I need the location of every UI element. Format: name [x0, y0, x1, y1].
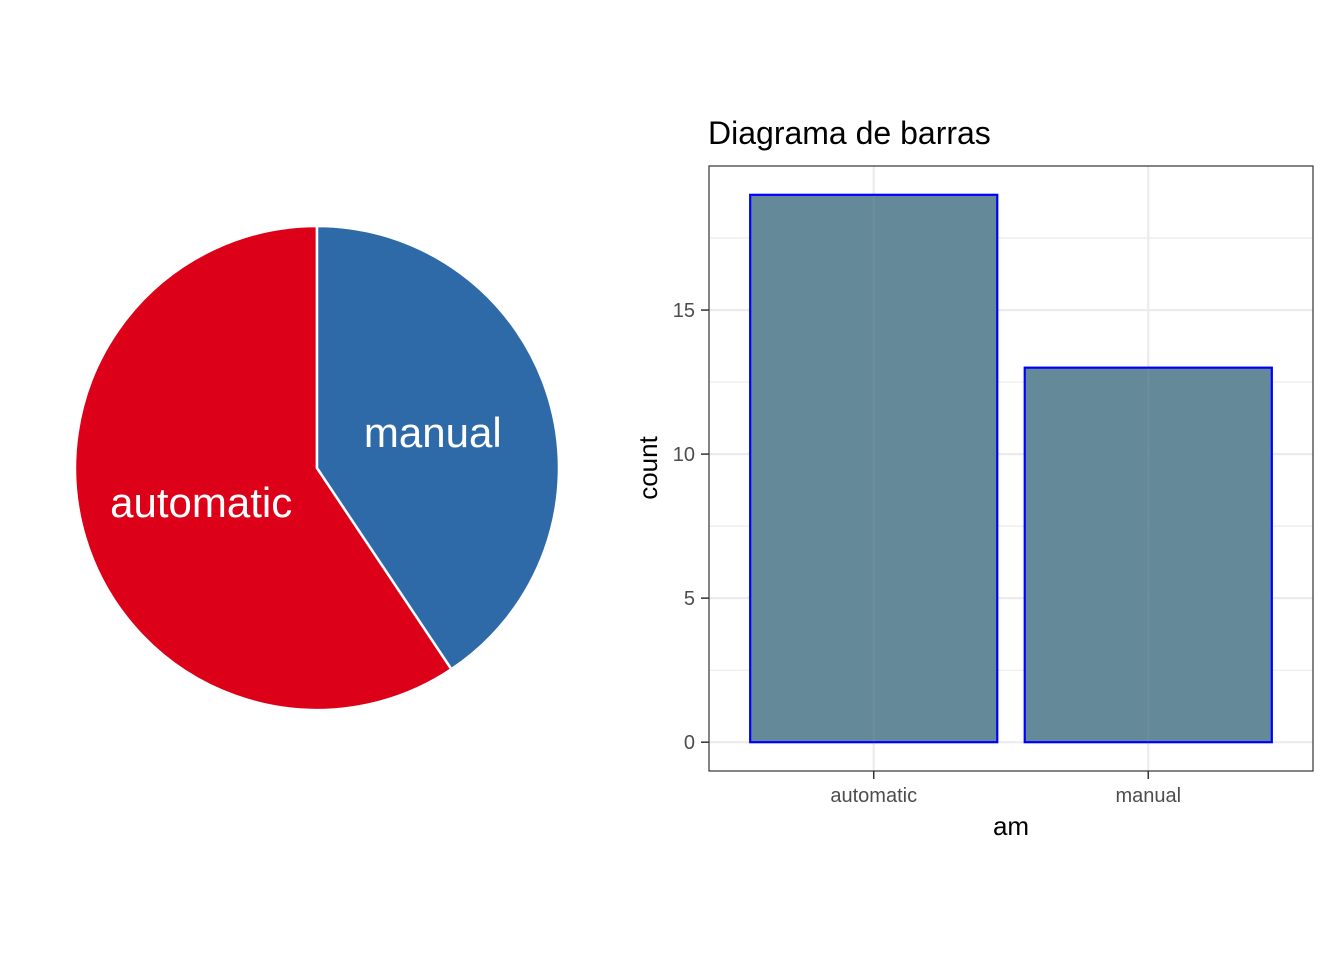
bar-chart-panel: 0 5 10 15: [673, 165, 1314, 779]
pie-slice-automatic: [73, 224, 454, 712]
pie-chart: [73, 224, 561, 712]
x-axis-title: am: [993, 811, 1029, 841]
x-tick-label-manual: manual: [1115, 785, 1181, 807]
y-tick-label: 5: [684, 588, 695, 610]
bar-manual: [1023, 366, 1273, 744]
y-tick-label: 15: [673, 300, 695, 322]
y-axis-title: count: [633, 435, 663, 499]
pie-label-automatic: automatic: [110, 479, 292, 526]
pie-label-manual: manual: [364, 409, 502, 456]
bar-chart-title: Diagrama de barras: [708, 115, 991, 151]
pie-slice-manual: [315, 224, 561, 671]
panel-border: [708, 165, 1314, 772]
y-tick-label: 0: [684, 732, 695, 754]
y-tick-label: 10: [673, 444, 695, 466]
x-tick-label-automatic: automatic: [830, 785, 917, 807]
bar-automatic: [749, 193, 999, 744]
